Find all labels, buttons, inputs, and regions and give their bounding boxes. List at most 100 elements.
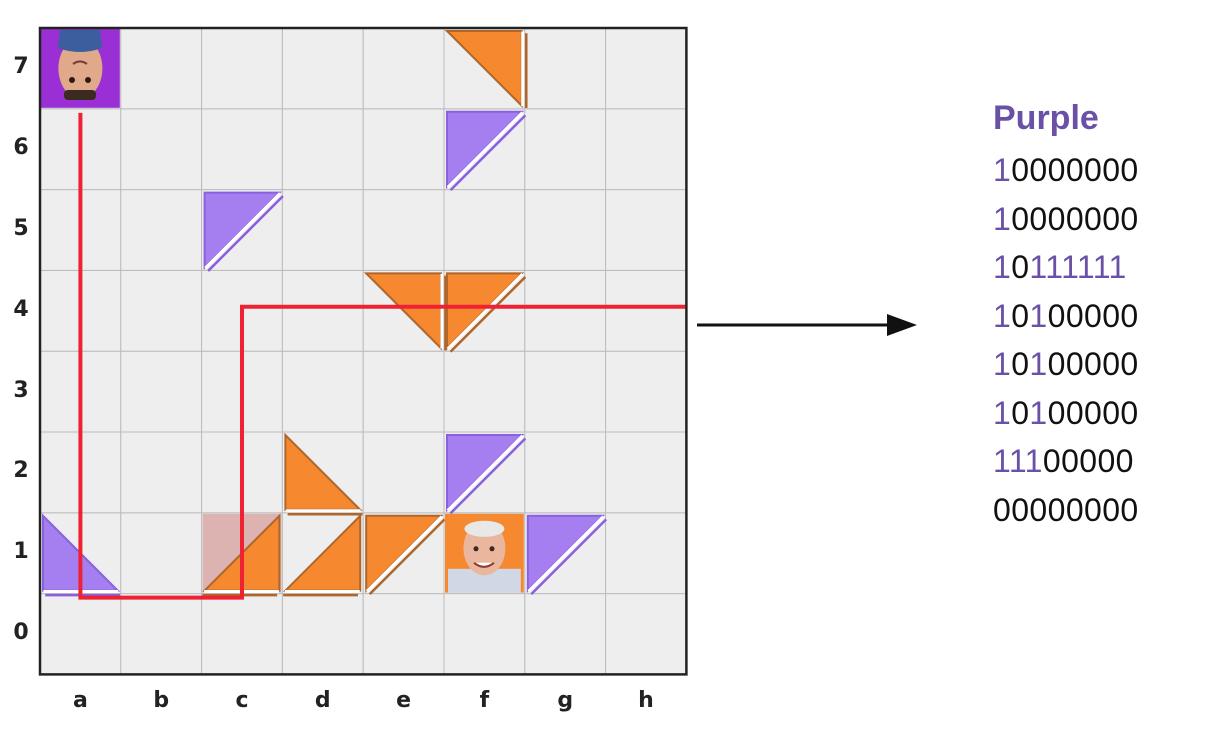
square-b5 [120,189,203,271]
square-g4 [524,269,607,352]
bit-cell: 1 [1045,249,1062,285]
bit-cell: 0 [1115,443,1134,479]
bit-cell: 1 [993,297,1012,334]
bit-cell: 0 [1011,297,1030,334]
bit-cell: 0 [1084,346,1103,382]
square-g7 [524,27,607,110]
bit-cell: 0 [993,491,1012,528]
bit-cell: 0 [1102,200,1121,237]
square-a0 [39,593,122,675]
bit-cell: 0 [1065,200,1085,237]
bit-cell: 0 [1065,297,1085,334]
bit-cell: 1 [993,443,1009,479]
square-h5 [605,189,687,271]
square-b1 [120,512,203,595]
square-f3 [443,350,526,433]
bit-cell: 0 [1084,394,1103,431]
purple-mirror-f2 [446,434,527,515]
square-e3 [362,350,445,433]
bit-cell: 1 [1092,249,1109,285]
panel-title: Purple [993,99,1099,137]
rank-label: 7 [13,54,29,80]
rank-label: 6 [13,135,29,161]
bit-cell: 0 [1097,443,1116,479]
rank-label: 4 [13,296,29,322]
right-arrow-icon [697,314,917,336]
rank-label: 3 [13,377,29,403]
bit-cell: 1 [993,200,1012,237]
bit-cell: 0 [1011,200,1030,237]
file-label: e [396,688,412,714]
laser-path [78,112,687,600]
bit-cell: 0 [1065,491,1085,528]
bit-cell: 0 [1102,297,1121,334]
square-d6 [281,108,364,191]
bit-cell: 0 [1120,491,1139,528]
square-e7 [362,27,445,110]
square-h4 [605,269,687,352]
square-d5 [281,189,364,271]
square-c0 [201,593,283,675]
bit-cell: 0 [1084,200,1103,237]
bit-cell: 1 [993,346,1012,382]
square-e6 [362,108,445,191]
bit-cell: 0 [1120,346,1139,382]
bit-cell: 1 [993,249,1012,285]
square-g5 [524,189,607,271]
square-h3 [605,350,687,433]
bit-cell: 0 [1047,346,1066,382]
purple-mirror-f6 [446,110,527,192]
file-label: g [557,688,574,714]
square-g3 [524,350,607,433]
bit-cell: 1 [1008,443,1025,479]
bit-cell: 0 [1084,297,1103,334]
bit-cell: 0 [1084,491,1103,528]
bit-cell: 0 [1047,152,1066,188]
file-label: a [72,688,88,714]
board-border [38,26,688,676]
bit-cell: 0 [1120,200,1139,237]
bit-cell: 1 [1029,249,1046,285]
orange-mirror-d2 [284,432,363,516]
bit-cell: 0 [1011,491,1030,528]
orange-mirror-e4 [363,272,447,351]
bitboard-row: 10000000 [993,195,1203,244]
bit-cell: 0 [1029,152,1048,188]
square-b0 [120,593,203,675]
square-b6 [120,108,203,191]
orange-mirror-d1 [282,513,362,597]
square-d7 [281,27,364,110]
bit-cell: 0 [1011,249,1030,285]
bit-cell: 0 [1065,152,1085,188]
square-g0 [524,593,607,675]
rank-label: 5 [13,216,29,241]
bitboard-row: 10100000 [993,340,1203,389]
rank-label: 1 [13,539,29,565]
square-c7 [201,27,283,110]
square-h2 [605,431,687,514]
square-d3 [281,350,364,433]
file-label: c [235,688,249,714]
square-b3 [120,350,203,433]
square-h0 [605,593,687,675]
bit-cell: 0 [1120,152,1139,188]
square-h7 [605,27,687,110]
orange-mirror-e1 [365,514,446,596]
square-e0 [362,593,445,675]
file-label: b [153,688,170,714]
bitboard-row: 00000000 [993,486,1203,535]
square-e2 [362,431,445,514]
purple-mirror-g1 [526,514,608,596]
square-g6 [524,108,607,191]
purple-king [41,29,120,108]
bit-cell: 0 [1084,152,1103,188]
bit-cell: 0 [1120,394,1139,431]
bit-cell: 0 [1011,394,1030,431]
square-b4 [120,269,203,352]
file-label: f [479,688,490,714]
bit-cell: 0 [1047,491,1066,528]
bit-cell: 1 [1029,297,1048,334]
bit-cell: 1 [1029,346,1048,382]
bit-cell: 0 [1120,297,1139,334]
purple-mirror-c5 [203,191,284,272]
